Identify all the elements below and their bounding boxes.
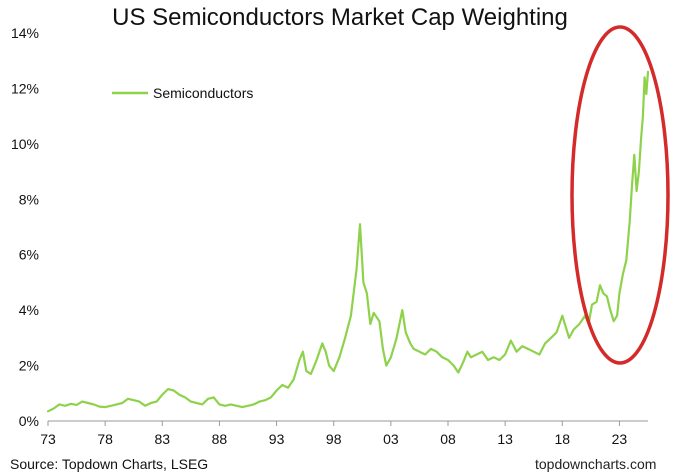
y-tick-label: 8% [19, 191, 39, 207]
y-tick-label: 4% [19, 302, 39, 318]
x-tick-label: 18 [554, 431, 570, 447]
y-tick-label: 6% [19, 247, 39, 263]
x-tick-label: 08 [440, 431, 456, 447]
watermark: topdowncharts.com [535, 456, 657, 472]
y-tick-label: 12% [11, 80, 39, 96]
series-layer [46, 70, 650, 413]
axes: 0% 2% 4% 6% 8% 10% 12% 14% 73 78 83 88 93 98 03 08 13 18 2… [11, 25, 648, 447]
legend-label: Semiconductors [153, 85, 253, 101]
y-tick-label: 10% [11, 136, 39, 152]
x-tick-label: 73 [40, 431, 56, 447]
x-tick-label: 98 [326, 431, 342, 447]
y-tick-label: 2% [19, 358, 39, 374]
x-tick-label: 88 [212, 431, 228, 447]
annotations [570, 25, 670, 365]
chart-title: US Semiconductors Market Cap Weighting [112, 4, 568, 31]
y-tick-label: 0% [19, 413, 39, 429]
y-tick-label: 14% [11, 25, 39, 41]
x-tick-label: 78 [97, 431, 113, 447]
legend: Semiconductors [112, 85, 253, 101]
source-note: Source: Topdown Charts, LSEG [10, 456, 209, 472]
x-tick-label: 93 [269, 431, 285, 447]
series-line-semiconductors [46, 70, 650, 413]
highlight-ellipse [570, 25, 670, 365]
x-tick-label: 83 [154, 431, 170, 447]
x-tick-label: 13 [497, 431, 513, 447]
x-tick-label: 03 [383, 431, 399, 447]
x-tick-label: 23 [612, 431, 628, 447]
